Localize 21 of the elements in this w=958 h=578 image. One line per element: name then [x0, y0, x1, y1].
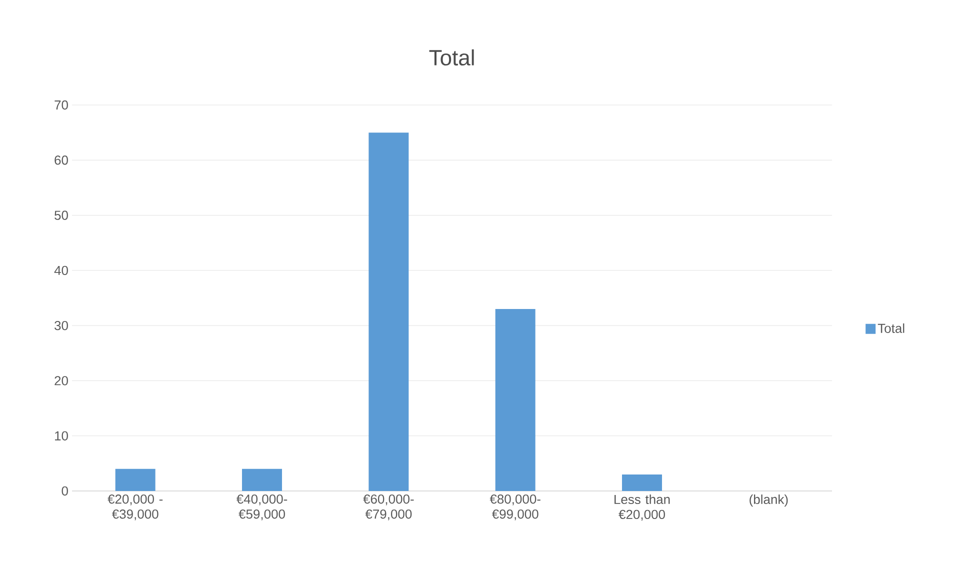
chart-title: Total	[429, 49, 474, 66]
bar	[242, 468, 282, 491]
x-tick-label: €60,000- €79,000	[363, 494, 414, 520]
y-tick-label: 60	[54, 156, 68, 165]
y-tick-label: 70	[54, 100, 68, 110]
y-tick-label: 0	[62, 486, 68, 496]
bar	[495, 309, 536, 491]
x-tick-label: €80,000- €99,000	[490, 494, 540, 520]
bar	[622, 474, 662, 491]
y-tick-label: 10	[55, 431, 68, 440]
bar	[368, 132, 409, 491]
y-tick-label: 20	[54, 376, 68, 386]
y-tick-label: 50	[54, 210, 68, 220]
x-tick-label: (blank)	[750, 494, 788, 507]
y-tick-label: 40	[54, 266, 68, 276]
x-tick-label: €40,000- €59,000	[236, 494, 288, 520]
x-tick-label: Less than €20,000	[614, 494, 670, 521]
y-tick-label: 30	[54, 320, 68, 330]
legend-label: Total	[878, 323, 904, 333]
bar	[115, 468, 156, 491]
x-tick-label: €20,000 - €39,000	[108, 494, 163, 520]
